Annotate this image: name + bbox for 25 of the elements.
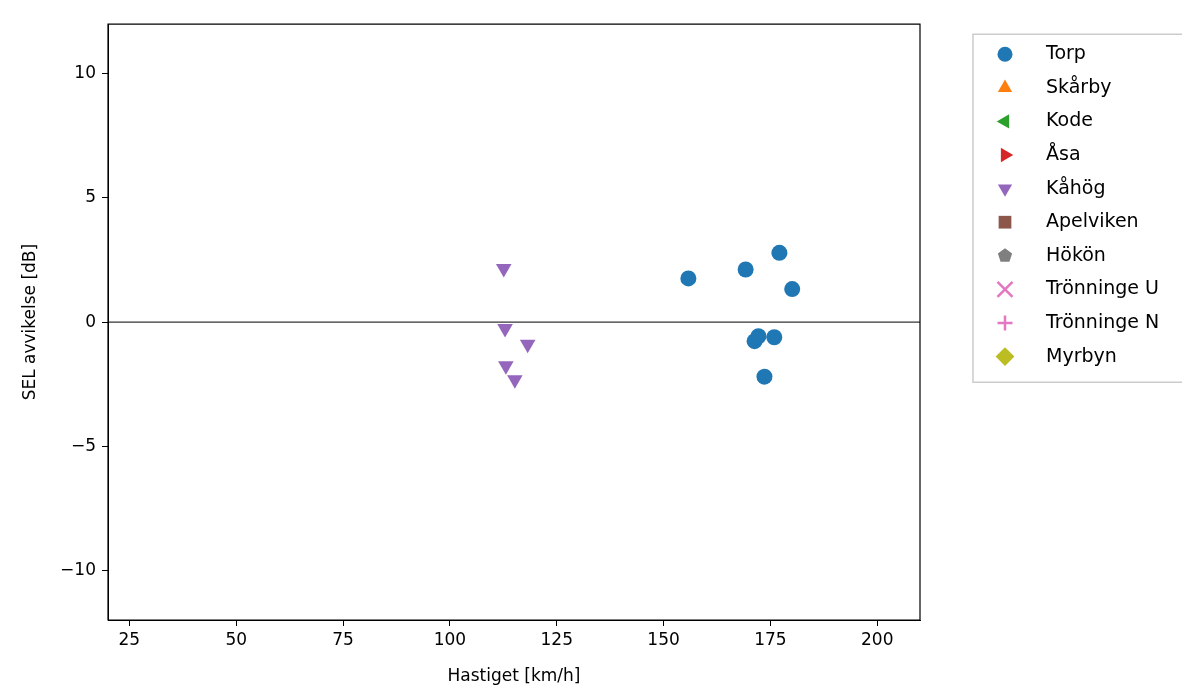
legend-label: Trönninge U bbox=[1045, 276, 1159, 299]
x-tick-label: 150 bbox=[647, 628, 680, 649]
y-tick-label: −5 bbox=[70, 434, 96, 455]
legend-label: Kåhög bbox=[1046, 175, 1106, 198]
legend-label: Myrbyn bbox=[1046, 343, 1117, 366]
x-tick-label: 100 bbox=[433, 628, 467, 649]
y-tick-label: 0 bbox=[85, 310, 96, 331]
legend-label: Kode bbox=[1046, 108, 1093, 131]
legend-label: Åsa bbox=[1046, 141, 1081, 164]
x-tick-label: 175 bbox=[754, 628, 787, 649]
x-tick-label: 50 bbox=[225, 628, 248, 649]
legend-label: Trönninge N bbox=[1045, 309, 1160, 332]
legend-label: Torp bbox=[1045, 41, 1086, 64]
legend-label: Apelviken bbox=[1046, 209, 1139, 232]
x-tick-label: 25 bbox=[118, 628, 141, 649]
x-tick-label: 125 bbox=[540, 628, 573, 649]
legend-label: Skårby bbox=[1046, 74, 1112, 97]
x-tick-label: 75 bbox=[332, 628, 354, 649]
y-tick-label: −10 bbox=[60, 558, 96, 579]
x-tick-label: 200 bbox=[861, 628, 894, 649]
legend-label: Hökön bbox=[1046, 242, 1106, 265]
y-tick-label: 5 bbox=[85, 186, 96, 207]
x-axis-title: Hastiget [km/h] bbox=[447, 665, 581, 686]
y-tick-label: 10 bbox=[74, 62, 96, 83]
y-axis-title: SEL avvikelse [dB] bbox=[18, 243, 39, 401]
